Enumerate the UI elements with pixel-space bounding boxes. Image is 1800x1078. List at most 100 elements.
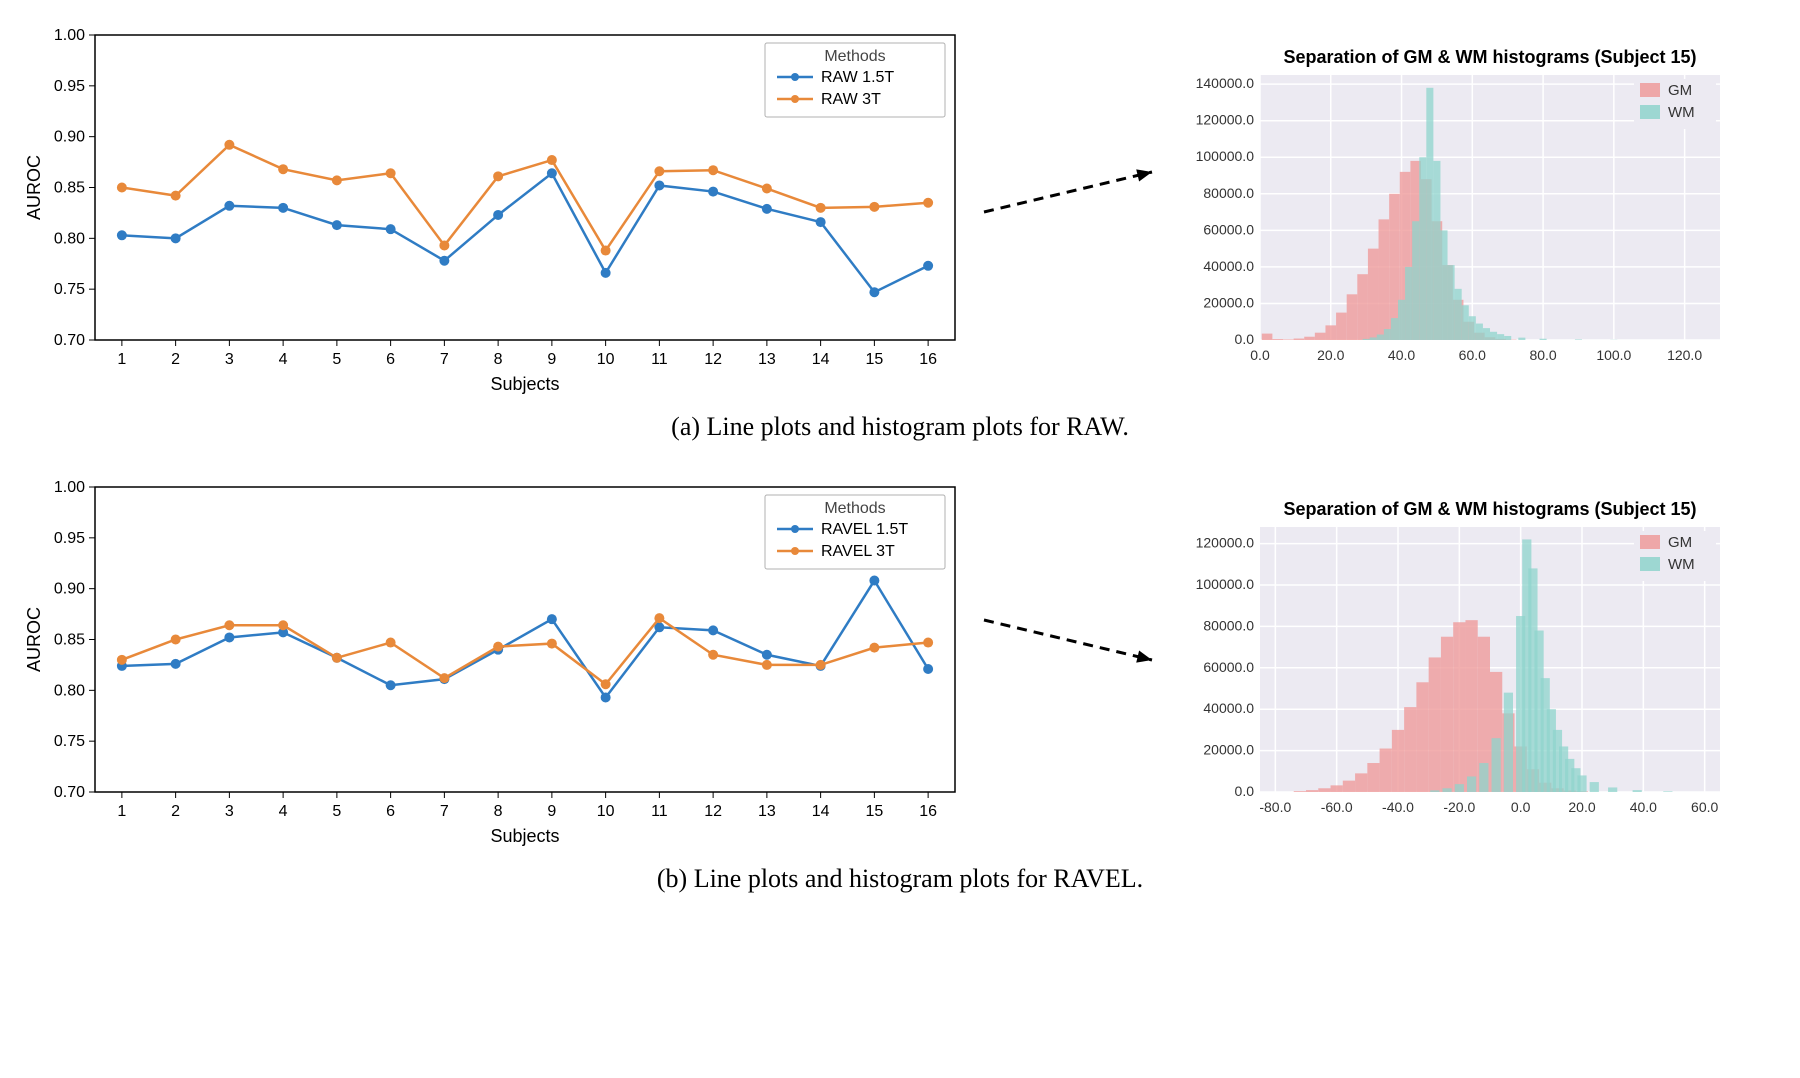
svg-text:16: 16	[919, 803, 937, 820]
svg-text:7: 7	[440, 351, 449, 368]
svg-text:14: 14	[812, 351, 830, 368]
panel-a: 0.700.750.800.850.900.951.00123456789101…	[20, 20, 1780, 442]
svg-text:GM: GM	[1668, 534, 1692, 551]
svg-text:120000.0: 120000.0	[1196, 112, 1255, 128]
lineplot-b-svg: 0.70 0.75 0.80 0.85 0.90 0.95 1.00 12 3 4 5 6 7 8 9 10 1…	[20, 472, 970, 852]
svg-text:-40.0: -40.0	[1382, 799, 1414, 815]
arrow-b	[980, 612, 1170, 672]
arrow-a-svg	[980, 160, 1170, 220]
svg-text:14: 14	[812, 803, 830, 820]
svg-text:2: 2	[171, 351, 180, 368]
svg-text:WM: WM	[1668, 104, 1695, 121]
svg-text:WM: WM	[1668, 556, 1695, 573]
svg-text:Separation of GM & WM histogra: Separation of GM & WM histograms (Subjec…	[1283, 499, 1696, 519]
svg-text:60.0: 60.0	[1691, 799, 1718, 815]
svg-text:40000.0: 40000.0	[1203, 258, 1254, 274]
svg-text:100000.0: 100000.0	[1196, 148, 1255, 164]
histogram-a-svg: 0.020000.040000.060000.080000.0100000.01…	[1180, 45, 1730, 375]
svg-text:AUROC: AUROC	[24, 155, 44, 220]
svg-text:RAVEL 3T: RAVEL 3T	[821, 543, 895, 560]
svg-text:-20.0: -20.0	[1443, 799, 1475, 815]
svg-text:100000.0: 100000.0	[1196, 576, 1255, 592]
svg-text:1.00: 1.00	[54, 479, 85, 496]
svg-text:16: 16	[919, 351, 937, 368]
svg-text:0.80: 0.80	[54, 230, 85, 247]
svg-text:0.95: 0.95	[54, 78, 85, 95]
caption-a: (a) Line plots and histogram plots for R…	[671, 412, 1129, 442]
svg-text:Methods: Methods	[824, 48, 885, 65]
svg-text:20.0: 20.0	[1568, 799, 1595, 815]
svg-text:1.00: 1.00	[54, 27, 85, 44]
lineplot-a-svg: 0.700.750.800.850.900.951.00123456789101…	[20, 20, 970, 400]
svg-text:5: 5	[332, 351, 341, 368]
arrow-b-svg	[980, 612, 1170, 672]
svg-text:1: 1	[117, 351, 126, 368]
svg-text:0.90: 0.90	[54, 129, 85, 146]
svg-text:GM: GM	[1668, 82, 1692, 99]
panel-a-row: 0.700.750.800.850.900.951.00123456789101…	[20, 20, 1780, 400]
svg-text:2: 2	[171, 803, 180, 820]
svg-text:12: 12	[704, 351, 722, 368]
svg-text:0.80: 0.80	[54, 682, 85, 699]
svg-text:6: 6	[386, 803, 395, 820]
svg-text:0.85: 0.85	[54, 632, 85, 649]
svg-text:40.0: 40.0	[1388, 347, 1415, 363]
svg-text:20000.0: 20000.0	[1203, 742, 1254, 758]
svg-text:20.0: 20.0	[1317, 347, 1344, 363]
svg-text:RAW 1.5T: RAW 1.5T	[821, 69, 894, 86]
svg-text:40000.0: 40000.0	[1203, 700, 1254, 716]
svg-text:80000.0: 80000.0	[1203, 617, 1254, 633]
arrow-a	[980, 160, 1170, 220]
svg-text:5: 5	[332, 803, 341, 820]
svg-text:13: 13	[758, 351, 776, 368]
svg-text:10: 10	[597, 351, 615, 368]
svg-text:60000.0: 60000.0	[1203, 221, 1254, 237]
svg-text:Subjects: Subjects	[490, 374, 559, 394]
svg-text:Separation of GM & WM histogra: Separation of GM & WM histograms (Subjec…	[1283, 47, 1696, 67]
svg-text:0.95: 0.95	[54, 530, 85, 547]
caption-b: (b) Line plots and histogram plots for R…	[657, 864, 1143, 894]
svg-text:0.0: 0.0	[1235, 331, 1255, 347]
svg-text:0.70: 0.70	[54, 784, 85, 801]
svg-text:7: 7	[440, 803, 449, 820]
svg-text:10: 10	[597, 803, 615, 820]
svg-text:80.0: 80.0	[1529, 347, 1556, 363]
svg-text:8: 8	[494, 803, 503, 820]
svg-text:140000.0: 140000.0	[1196, 75, 1255, 91]
svg-text:60.0: 60.0	[1459, 347, 1486, 363]
svg-text:0.75: 0.75	[54, 281, 85, 298]
svg-text:60000.0: 60000.0	[1203, 659, 1254, 675]
lineplot-a: 0.700.750.800.850.900.951.00123456789101…	[20, 20, 970, 400]
svg-text:13: 13	[758, 803, 776, 820]
svg-text:40.0: 40.0	[1630, 799, 1657, 815]
svg-text:120.0: 120.0	[1667, 347, 1702, 363]
svg-text:3: 3	[225, 351, 234, 368]
svg-text:-60.0: -60.0	[1321, 799, 1353, 815]
histogram-a: 0.020000.040000.060000.080000.0100000.01…	[1180, 45, 1730, 375]
svg-text:15: 15	[865, 803, 883, 820]
svg-text:0.0: 0.0	[1250, 347, 1270, 363]
svg-text:6: 6	[386, 351, 395, 368]
svg-text:0.75: 0.75	[54, 733, 85, 750]
histogram-b: 0.020000.040000.060000.080000.0100000.01…	[1180, 497, 1730, 827]
svg-text:12: 12	[704, 803, 722, 820]
figure: 0.700.750.800.850.900.951.00123456789101…	[20, 20, 1780, 894]
svg-text:-80.0: -80.0	[1259, 799, 1291, 815]
svg-text:15: 15	[865, 351, 883, 368]
svg-text:11: 11	[651, 803, 668, 820]
svg-text:4: 4	[279, 803, 288, 820]
svg-text:11: 11	[651, 351, 668, 368]
svg-text:RAW 3T: RAW 3T	[821, 91, 881, 108]
svg-text:AUROC: AUROC	[24, 607, 44, 672]
svg-text:0.90: 0.90	[54, 581, 85, 598]
svg-text:120000.0: 120000.0	[1196, 535, 1255, 551]
svg-text:8: 8	[494, 351, 503, 368]
svg-text:3: 3	[225, 803, 234, 820]
lineplot-b: 0.70 0.75 0.80 0.85 0.90 0.95 1.00 12 3 4 5 6 7 8 9 10 1…	[20, 472, 970, 852]
svg-text:Subjects: Subjects	[490, 826, 559, 846]
histogram-b-svg: 0.020000.040000.060000.080000.0100000.01…	[1180, 497, 1730, 827]
svg-text:Methods: Methods	[824, 500, 885, 517]
svg-text:RAVEL 1.5T: RAVEL 1.5T	[821, 521, 908, 538]
svg-text:4: 4	[279, 351, 288, 368]
svg-text:9: 9	[547, 803, 556, 820]
